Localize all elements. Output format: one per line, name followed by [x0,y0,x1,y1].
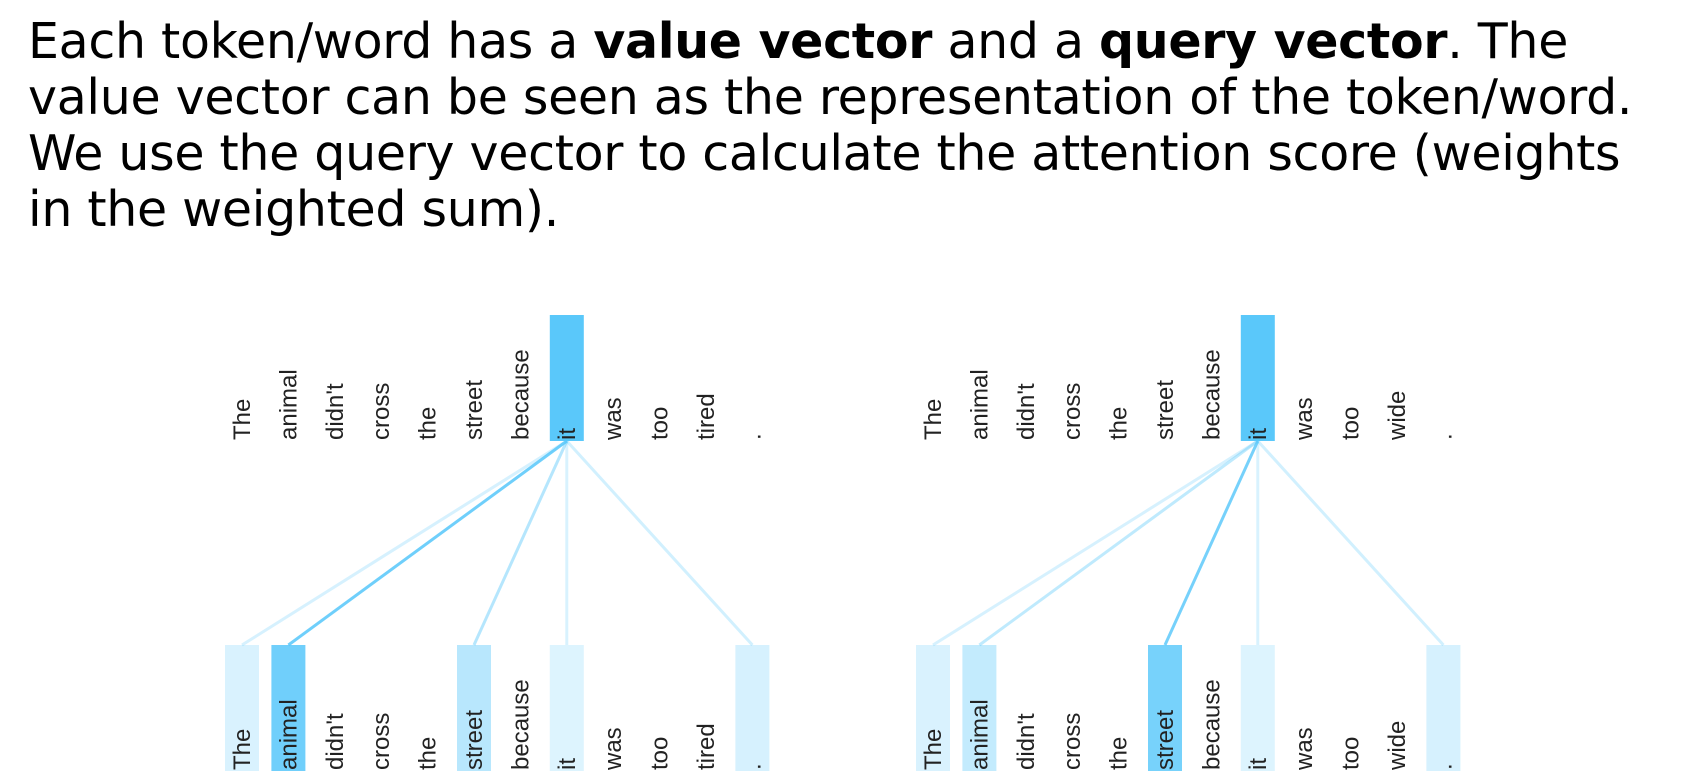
key-weight-box [1148,645,1182,771]
key-token: . [1430,763,1457,770]
key-token: because [507,679,534,770]
query-token: it [1245,428,1272,440]
query-token: didn't [322,383,349,440]
key-token: animal [966,699,993,770]
attention-line [1256,439,1445,647]
key-token: wide [1384,721,1411,771]
query-token: the [1106,407,1133,440]
key-token: it [1245,758,1272,770]
paragraph-text-1: Each token/word has a [28,13,594,70]
query-token: was [600,397,627,441]
query-highlight-box [1240,315,1275,441]
key-token: . [739,763,766,770]
key-weight-box [271,645,306,771]
key-token: the [415,737,442,770]
attention-line [1163,440,1260,646]
query-token: tired [693,393,720,440]
query-token: wide [1384,391,1411,441]
key-weight-box [916,645,950,771]
key-weight-box [457,645,491,771]
query-token: the [415,407,442,440]
attention-line [932,439,1259,647]
query-highlight-box [549,315,584,441]
query-token: animal [966,369,993,440]
query-token: . [739,433,766,440]
query-token: . [1430,433,1457,440]
key-token: because [1198,679,1225,770]
key-token: didn't [1013,713,1040,770]
key-weight-box [735,645,770,771]
query-token: didn't [1013,383,1040,440]
value-vector-term: value vector [593,13,933,70]
query-token: because [507,349,534,440]
key-token: street [461,710,488,770]
key-token: tired [693,723,720,770]
paragraph-text-3: . The value vector can be seen as the re… [28,13,1633,238]
key-token: The [920,729,947,770]
key-token: cross [368,713,395,770]
key-weight-box [549,645,584,771]
paragraph-text-2: and a [932,13,1100,70]
key-token: was [600,727,627,771]
key-token: cross [1059,713,1086,770]
key-token: animal [275,699,302,770]
query-token: cross [368,383,395,440]
key-weight-box [1240,645,1275,771]
attention-diagram-2: The The animal animal didn't didn't cross cross… [916,315,1461,771]
query-token: street [461,380,488,440]
key-weight-box [1426,645,1461,771]
query-token: was [1291,397,1318,441]
attention-line [241,439,568,647]
explanation-paragraph: Each token/word has a value vector and a… [28,14,1668,238]
query-token: The [229,399,256,440]
key-token: it [554,758,581,770]
key-token: the [1106,737,1133,770]
attention-line [978,439,1259,647]
key-token: The [229,729,256,770]
query-token: cross [1059,383,1086,440]
attention-line [472,440,569,646]
query-token: too [647,407,674,440]
query-token: too [1338,407,1365,440]
key-weight-box [225,645,259,771]
key-token: street [1152,710,1179,770]
attention-line [565,439,754,647]
query-vector-term: query vector [1099,13,1448,70]
attention-diagram-1: The The animal animal didn't didn't cross cross… [225,315,770,771]
query-token: street [1152,380,1179,440]
query-token: The [920,399,947,440]
query-token: it [554,428,581,440]
key-token: was [1291,727,1318,771]
key-token: too [1338,737,1365,770]
key-weight-box [962,645,997,771]
key-token: didn't [322,713,349,770]
query-token: because [1198,349,1225,440]
query-token: animal [275,369,302,440]
key-token: too [647,737,674,770]
attention-line [287,439,568,647]
